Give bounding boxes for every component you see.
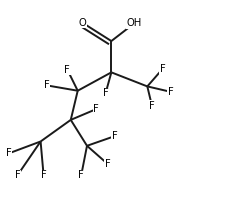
Text: F: F [112, 131, 117, 141]
Text: F: F [167, 87, 173, 97]
Text: F: F [78, 170, 84, 180]
Text: F: F [102, 88, 108, 98]
Text: F: F [105, 159, 110, 169]
Text: O: O [78, 18, 86, 28]
Text: F: F [159, 64, 164, 74]
Text: F: F [149, 101, 154, 111]
Text: F: F [15, 170, 20, 180]
Text: F: F [64, 65, 70, 75]
Text: OH: OH [126, 18, 142, 28]
Text: F: F [93, 104, 99, 114]
Text: F: F [41, 170, 46, 180]
Text: F: F [6, 148, 12, 158]
Text: F: F [43, 80, 49, 90]
